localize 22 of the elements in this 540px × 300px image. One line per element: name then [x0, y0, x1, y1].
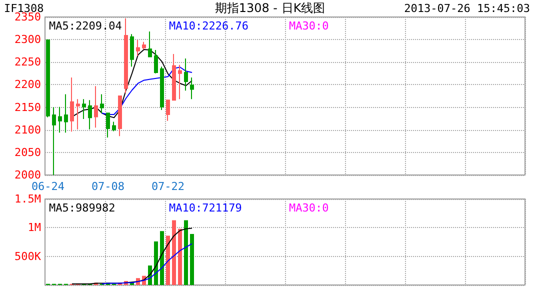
text: MA10:721179	[169, 202, 242, 214]
y-tick-label: 2100	[14, 123, 41, 136]
text: MA5:2209.04	[49, 20, 122, 32]
y-tick-label: 1.5M	[14, 192, 42, 206]
text: 2013-07-26 15:45:03	[404, 2, 530, 15]
text: MA5:989982	[49, 202, 116, 214]
legend-label: MA30:0	[289, 202, 329, 214]
x-tick-label: 07-22	[151, 180, 185, 193]
legend-label: MA30:0	[289, 20, 329, 32]
y-tick-label: 500K	[14, 250, 42, 263]
y-tick-label: 2350	[14, 10, 41, 24]
y-tick-label: 1M	[28, 221, 42, 234]
y-tick-label: 2200	[14, 78, 41, 92]
y-tick-label: 2250	[14, 56, 41, 69]
x-tick-label: 06-24	[31, 180, 65, 193]
x-tick-label: 07-08	[91, 180, 125, 193]
y-tick-label: 2150	[14, 100, 41, 114]
y-tick-label: 2000	[14, 168, 41, 182]
chart-title: 期指1308 - 日K线图	[214, 1, 326, 15]
y-tick-label: 2300	[14, 33, 41, 46]
text: MA10:2226.76	[169, 20, 248, 32]
y-tick-label: 2050	[14, 146, 41, 159]
